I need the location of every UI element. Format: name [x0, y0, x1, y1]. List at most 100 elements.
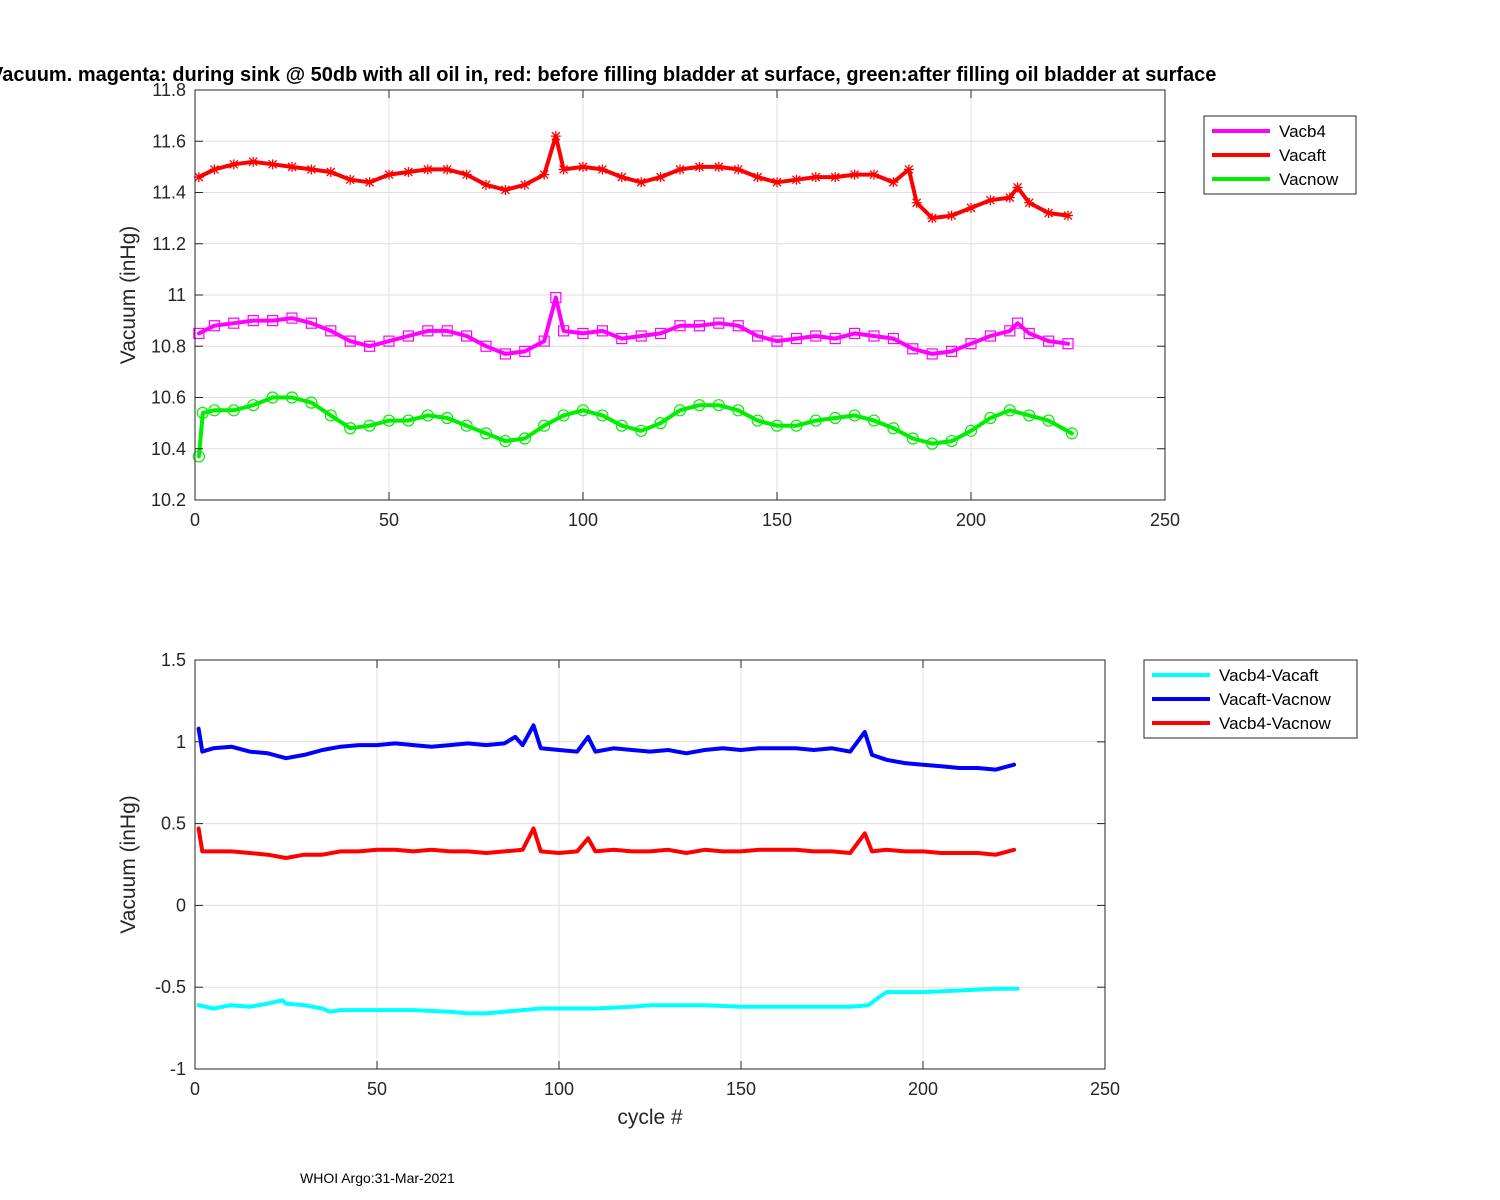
data-point	[636, 177, 647, 188]
data-point	[673, 404, 687, 417]
data-point	[539, 169, 550, 180]
data-point	[945, 434, 958, 448]
footer-stamp: WHOI Argo:31-Mar-2021	[300, 1170, 455, 1186]
series-markers-vacb4	[193, 291, 1074, 360]
data-point	[576, 404, 590, 417]
data-point	[460, 419, 473, 432]
data-point	[809, 414, 822, 427]
data-point	[733, 164, 744, 175]
data-point	[577, 327, 589, 340]
data-point	[364, 340, 376, 352]
data-point	[481, 179, 491, 190]
data-point	[810, 330, 822, 342]
data-point	[964, 424, 978, 437]
x-tick-label: 100	[544, 1079, 574, 1099]
data-point	[538, 335, 550, 347]
data-point	[422, 164, 433, 175]
series-markers-vacnow	[192, 391, 1078, 463]
data-point	[887, 422, 900, 435]
series-line-vacb4-vacnow	[196, 826, 1016, 860]
legend-label: Vacaft	[1279, 146, 1326, 165]
data-point	[285, 391, 299, 404]
data-point	[209, 164, 220, 175]
data-point	[712, 399, 725, 412]
data-point	[247, 315, 259, 327]
data-point	[655, 172, 666, 183]
data-point	[927, 213, 938, 224]
data-point	[829, 332, 841, 345]
data-point	[557, 409, 570, 422]
data-point	[1065, 427, 1078, 440]
data-point	[344, 422, 357, 435]
data-point	[480, 340, 492, 352]
data-point	[752, 172, 763, 183]
data-point	[208, 320, 220, 332]
y-tick-label: 10.2	[151, 490, 186, 510]
data-point	[578, 161, 588, 172]
data-point	[1004, 325, 1016, 337]
data-point	[906, 432, 919, 445]
data-point	[227, 404, 240, 417]
data-point	[848, 327, 861, 340]
legend-label: Vacb4-Vacnow	[1219, 714, 1332, 733]
data-point	[248, 156, 259, 167]
data-point	[1042, 335, 1055, 347]
data-point	[985, 195, 996, 206]
y-axis-label: Vacuum (inHg)	[117, 795, 140, 934]
data-point	[903, 164, 914, 175]
x-tick-label: 250	[1090, 1079, 1120, 1099]
data-point	[770, 419, 784, 432]
x-tick-label: 150	[762, 510, 792, 530]
data-point	[208, 404, 221, 417]
data-point	[616, 172, 627, 183]
data-point	[384, 169, 394, 180]
data-point	[1042, 414, 1055, 427]
x-tick-label: 0	[190, 1079, 200, 1099]
data-point	[402, 414, 415, 427]
data-point	[1023, 409, 1036, 422]
data-point	[519, 345, 531, 357]
data-point	[790, 419, 803, 432]
data-point	[869, 169, 879, 180]
data-point	[558, 164, 569, 175]
x-axis-label: cycle #	[617, 1106, 683, 1129]
data-point	[911, 197, 922, 208]
data-point	[1063, 210, 1073, 221]
data-point	[441, 325, 453, 337]
data-point	[461, 169, 472, 180]
data-point	[1062, 338, 1074, 350]
data-point	[888, 177, 899, 188]
data-point	[810, 172, 821, 183]
data-point	[1012, 182, 1023, 193]
y-tick-label: 11.8	[152, 80, 186, 100]
legend: Vacb4 Vacaft Vacnow	[1203, 115, 1357, 195]
data-point	[305, 396, 318, 409]
data-point	[325, 325, 337, 337]
legend-label: Vacnow	[1279, 170, 1339, 189]
data-point	[596, 409, 609, 422]
data-point	[192, 450, 205, 463]
data-point	[550, 131, 561, 142]
data-point	[1004, 192, 1015, 203]
y-tick-label: 1	[176, 732, 186, 752]
data-point	[791, 174, 802, 185]
data-point	[751, 414, 764, 427]
data-point	[247, 399, 260, 412]
data-point	[267, 315, 279, 327]
y-tick-label: 11	[167, 285, 186, 305]
plot-area	[195, 660, 1105, 1069]
data-point	[732, 320, 744, 332]
data-point	[693, 320, 706, 332]
data-point	[196, 406, 209, 419]
data-point	[926, 348, 938, 360]
x-tick-label: 200	[956, 510, 986, 530]
data-point	[597, 164, 608, 175]
data-point	[441, 411, 454, 425]
data-point	[966, 202, 976, 213]
y-tick-label: 10.8	[151, 336, 186, 356]
data-point	[693, 399, 706, 412]
data-point	[751, 330, 764, 342]
x-tick-label: 50	[367, 1079, 387, 1099]
data-point	[675, 164, 685, 175]
